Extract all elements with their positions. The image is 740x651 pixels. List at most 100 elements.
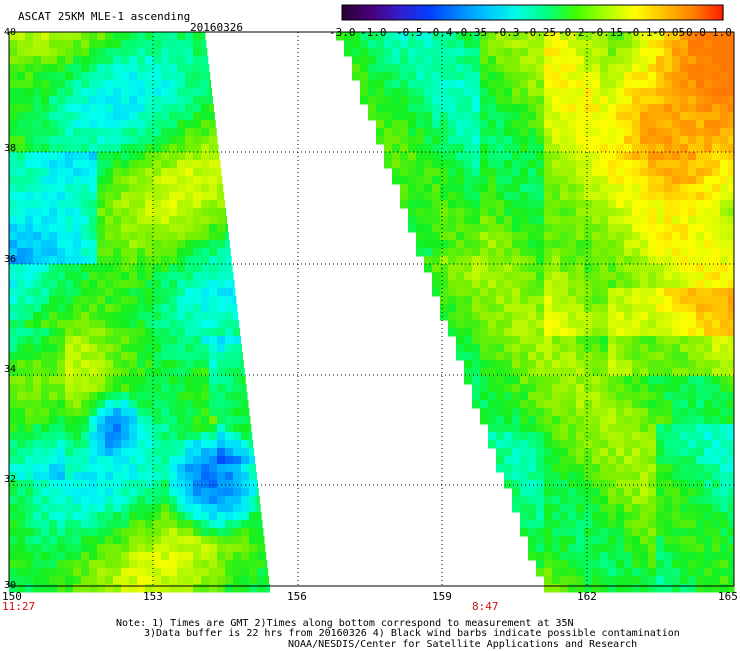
- colorbar-cell: [348, 5, 351, 20]
- colorbar-cell: [560, 5, 564, 20]
- colorbar-cell: [604, 5, 608, 20]
- colorbar-cell: [434, 5, 437, 20]
- colorbar-cell: [554, 5, 558, 20]
- colorbar-cell: [478, 5, 481, 20]
- colorbar-cell: [698, 5, 702, 20]
- colorbar-cell: [622, 5, 626, 20]
- colorbar-cell: [518, 5, 522, 20]
- colorbar-cell: [714, 5, 718, 20]
- colorbar-cell: [634, 5, 638, 20]
- colorbar-cell: [454, 5, 457, 20]
- colorbar-cell: [496, 5, 500, 20]
- colorbar-cell: [626, 5, 630, 20]
- colorbar-cell: [676, 5, 680, 20]
- note-line-1: Note: 1) Times are GMT 2)Times along bot…: [116, 618, 574, 629]
- colorbar-cell: [700, 5, 704, 20]
- colorbar-cell: [520, 5, 524, 20]
- colorbar-cell: [380, 5, 383, 20]
- colorbar-cell: [512, 5, 516, 20]
- lon-label: 150: [2, 590, 22, 603]
- colorbar-cell: [358, 5, 361, 20]
- colorbar-cell: [470, 5, 473, 20]
- lon-label: 159: [432, 590, 452, 603]
- colorbar-cell: [508, 5, 512, 20]
- colorbar-cell: [704, 5, 708, 20]
- colorbar-cell: [696, 5, 700, 20]
- colorbar-cell: [578, 5, 582, 20]
- colorbar-cell: [662, 5, 666, 20]
- colorbar-cell: [422, 5, 425, 20]
- colorbar-cell: [712, 5, 716, 20]
- colorbar-cell: [564, 5, 568, 20]
- colorbar-cell: [488, 5, 491, 20]
- colorbar-cell: [526, 5, 530, 20]
- colorbar-cell: [482, 5, 485, 20]
- colorbar-cell: [716, 5, 720, 20]
- colorbar-cell: [374, 5, 377, 20]
- swath-time-label: 8:47: [472, 600, 499, 613]
- colorbar-cell: [690, 5, 694, 20]
- colorbar-tick-label: -0.35: [454, 26, 488, 39]
- colorbar-cell: [500, 5, 504, 20]
- colorbar-cell: [686, 5, 690, 20]
- colorbar-cell: [640, 5, 644, 20]
- colorbar-blocks: [341, 4, 724, 21]
- colorbar-cell: [416, 5, 419, 20]
- colorbar-cell: [654, 5, 658, 20]
- colorbar-cell: [648, 5, 652, 20]
- colorbar-cell: [566, 5, 570, 20]
- colorbar-cell: [624, 5, 628, 20]
- colorbar-cell: [428, 5, 431, 20]
- colorbar-cell: [476, 5, 479, 20]
- colorbar-cell: [410, 5, 413, 20]
- colorbar-cell: [378, 5, 381, 20]
- colorbar-cell: [674, 5, 678, 20]
- lat-label: 34: [4, 364, 17, 375]
- colorbar-cell: [668, 5, 672, 20]
- colorbar-cell: [430, 5, 433, 20]
- colorbar-cell: [636, 5, 640, 20]
- colorbar-cell: [484, 5, 487, 20]
- colorbar-cell: [664, 5, 668, 20]
- colorbar-cell: [474, 5, 477, 20]
- colorbar-cell: [456, 5, 459, 20]
- lat-lon-grid: [9, 32, 734, 586]
- colorbar-cell: [576, 5, 580, 20]
- lat-label: 36: [4, 254, 17, 265]
- colorbar-cell: [498, 5, 502, 20]
- colorbar-cell: [396, 5, 399, 20]
- colorbar-cell: [492, 5, 495, 20]
- colorbar-cell: [446, 5, 449, 20]
- colorbar-cell: [544, 5, 548, 20]
- colorbar-cell: [444, 5, 447, 20]
- colorbar-cell: [596, 5, 600, 20]
- colorbar-cell: [368, 5, 371, 20]
- colorbar-cell: [360, 5, 363, 20]
- colorbar-cell: [644, 5, 648, 20]
- colorbar-cell: [612, 5, 616, 20]
- colorbar-cell: [386, 5, 389, 20]
- colorbar-cell: [580, 5, 584, 20]
- colorbar-cell: [688, 5, 692, 20]
- colorbar-cell: [628, 5, 632, 20]
- colorbar-cell: [502, 5, 506, 20]
- colorbar-cell: [510, 5, 514, 20]
- colorbar-cell: [590, 5, 594, 20]
- colorbar-cell: [388, 5, 391, 20]
- colorbar-frame: [341, 4, 724, 21]
- colorbar-cell: [522, 5, 526, 20]
- colorbar-cell: [398, 5, 401, 20]
- colorbar-cell: [598, 5, 602, 20]
- colorbar-cell: [364, 5, 367, 20]
- colorbar-cell: [408, 5, 411, 20]
- colorbar-cell: [584, 5, 588, 20]
- colorbar-cell: [530, 5, 534, 20]
- lat-label: 32: [4, 474, 17, 485]
- colorbar-cell: [354, 5, 357, 20]
- colorbar-cell: [472, 5, 475, 20]
- colorbar-cell: [384, 5, 387, 20]
- colorbar-cell: [460, 5, 463, 20]
- colorbar-cell: [418, 5, 421, 20]
- colorbar-cell: [402, 5, 405, 20]
